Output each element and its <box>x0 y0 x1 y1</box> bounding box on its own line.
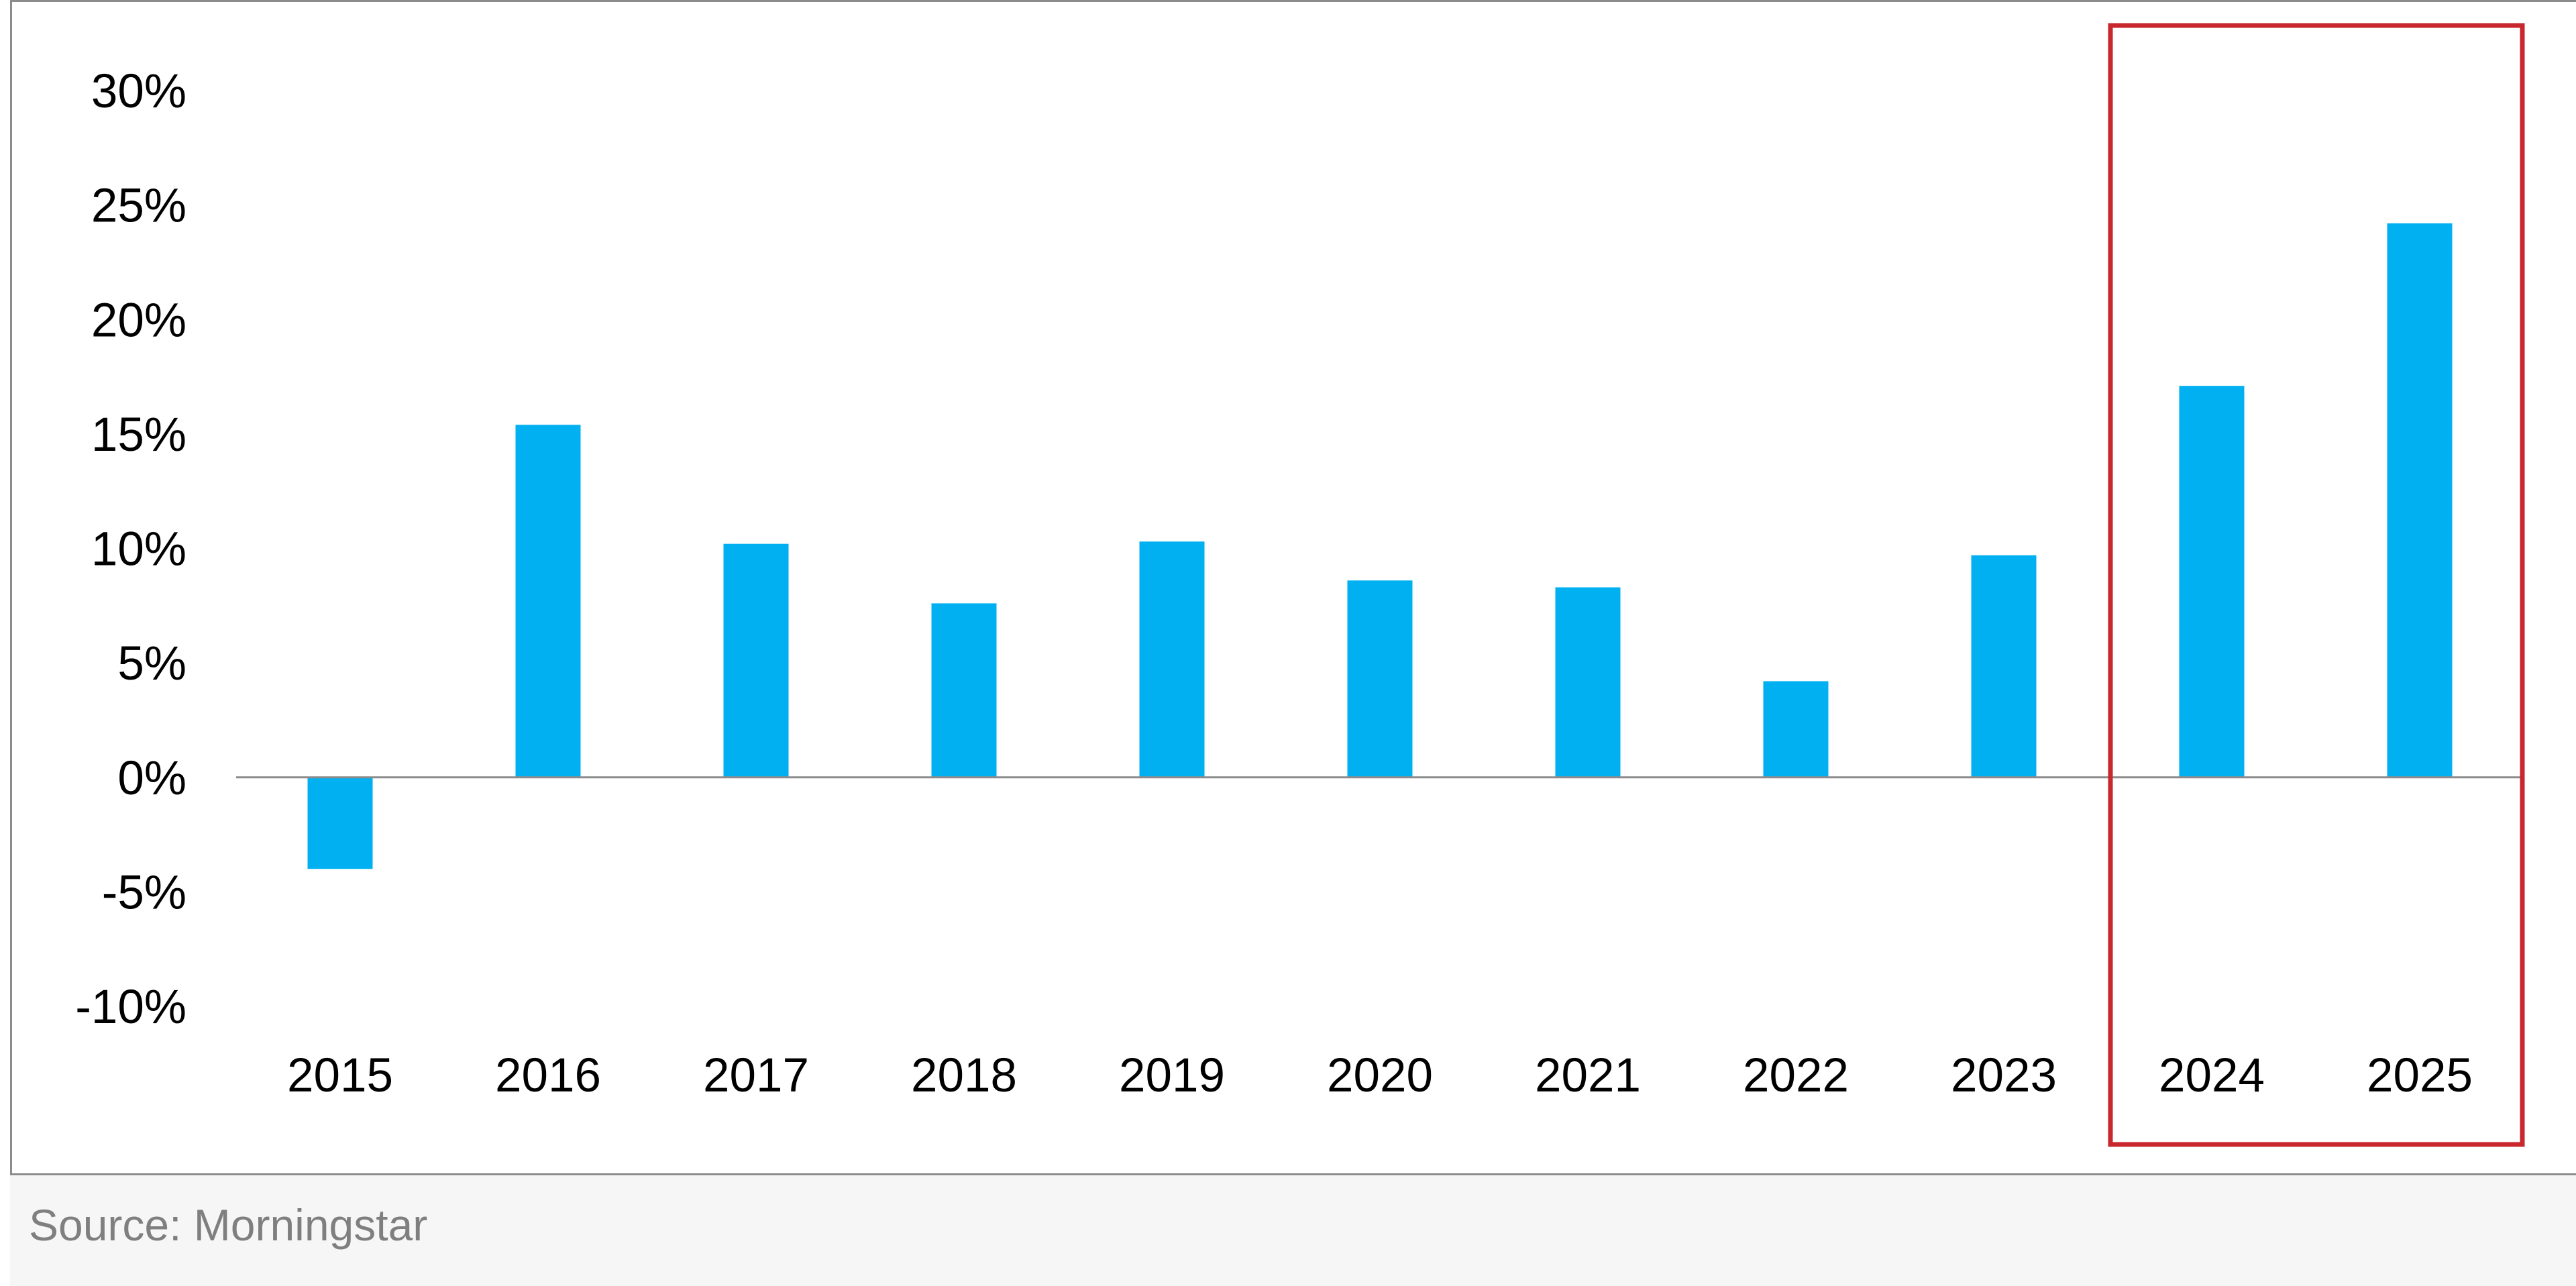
y-tick-label: 0% <box>117 752 186 805</box>
footer-area <box>10 1175 2576 1286</box>
bar-2015 <box>307 777 373 869</box>
bar-2018 <box>931 603 997 778</box>
x-tick-label: 2024 <box>2159 1049 2265 1102</box>
x-tick-label: 2021 <box>1535 1049 1641 1102</box>
bar-2025 <box>2387 223 2453 778</box>
bars <box>307 223 2453 869</box>
bar-2017 <box>723 543 789 778</box>
bar-2020 <box>1347 580 1413 778</box>
bar-2024 <box>2179 386 2245 778</box>
y-tick-label: 10% <box>91 523 186 576</box>
x-tick-label: 2016 <box>495 1049 601 1102</box>
bar-2019 <box>1139 541 1205 778</box>
y-tick-label: 25% <box>91 180 186 233</box>
x-tick-label: 2023 <box>1951 1049 2057 1102</box>
y-tick-label: -10% <box>75 981 186 1034</box>
x-tick-label: 2020 <box>1327 1049 1433 1102</box>
x-tick-label: 2018 <box>911 1049 1017 1102</box>
y-tick-label: 15% <box>91 409 186 462</box>
y-tick-label: 20% <box>91 294 186 347</box>
bar-chart: 30%25%20%15%10%5%0%-5%-10% 2015 2016 2017 2… <box>75 23 2525 1147</box>
y-tick-label: 5% <box>117 637 186 690</box>
source-note: Source: Morningstar <box>29 1200 428 1250</box>
chart-frame <box>10 0 2576 1175</box>
x-tick-label: 2022 <box>1743 1049 1849 1102</box>
bar-2022 <box>1763 681 1829 778</box>
x-tick-label: 2017 <box>703 1049 809 1102</box>
y-tick-label: 30% <box>91 65 186 118</box>
x-tick-label: 2025 <box>2367 1049 2473 1102</box>
highlight-box <box>2108 23 2525 1147</box>
bar-2016 <box>515 425 581 778</box>
x-tick-label: 2019 <box>1119 1049 1225 1102</box>
bar-2021 <box>1555 587 1621 778</box>
y-tick-label: -5% <box>102 866 186 919</box>
y-axis-tick-labels: 30% 25% 20% 15% 10% 5% 0% -5% -10% <box>75 65 186 1034</box>
bar-2023 <box>1971 555 2037 778</box>
x-axis-tick-labels: 2015 2016 2017 2018 2019 2020 2021 2022 2023 2024… <box>287 1049 2473 1102</box>
x-tick-label: 2015 <box>287 1049 393 1102</box>
